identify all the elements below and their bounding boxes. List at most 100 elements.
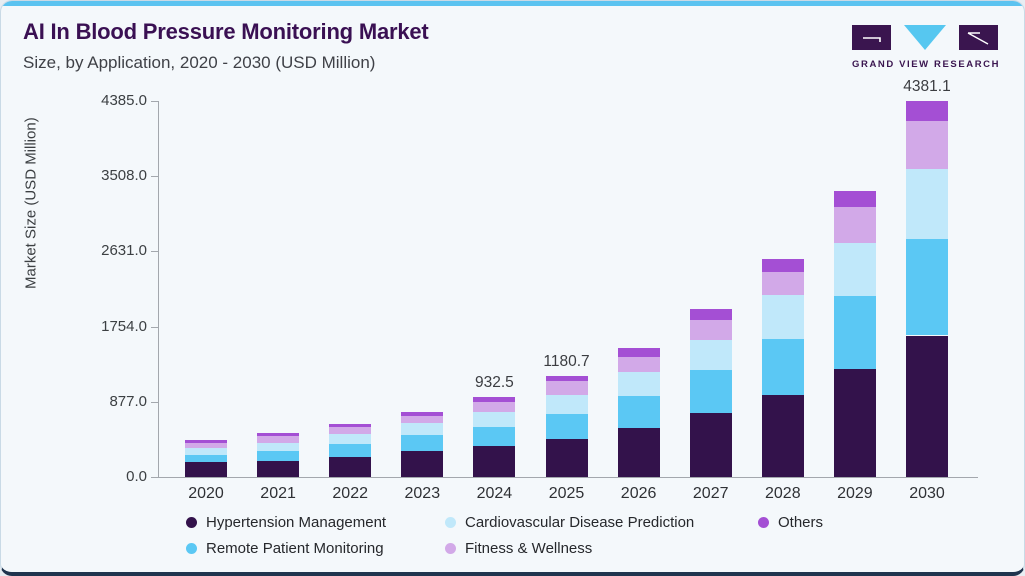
bar-segment-2026-cardiovascular-disease-prediction [617, 372, 660, 397]
bar-segment-2020-cardiovascular-disease-prediction [185, 448, 227, 455]
y-tick-label: 1754.0 [101, 317, 147, 335]
legend-dot-icon [445, 543, 456, 554]
x-tick-label-2028: 2028 [765, 485, 801, 502]
bar-segment-2029-hypertension-management [833, 369, 876, 477]
bar-segment-2021-others [257, 432, 300, 437]
bar-segment-2028-fitness-wellness [761, 271, 804, 296]
bar-segment-2020-fitness-wellness [185, 442, 227, 449]
logo-gvr-glyphs [852, 25, 1000, 51]
bar-segment-2023-fitness-wellness [401, 415, 444, 424]
logo-r-mark [967, 32, 989, 45]
y-tick-label: 0.0 [126, 468, 147, 485]
bar-segment-2026-fitness-wellness [617, 357, 660, 373]
x-tick-label-2025: 2025 [548, 485, 585, 502]
card-top-accent-bar [1, 1, 1024, 6]
x-tick-label-2024: 2024 [476, 485, 513, 502]
x-tick-label-2023: 2023 [404, 485, 441, 502]
legend-dot-icon [445, 517, 456, 528]
legend-item-others: Others [758, 514, 823, 531]
x-tick-label-2026: 2026 [620, 485, 657, 502]
bar-segment-2030-fitness-wellness [906, 120, 948, 169]
bar-segment-2021-remote-patient-monitoring [257, 451, 300, 462]
legend-label: Fitness & Wellness [465, 540, 593, 557]
y-tick-mark [151, 401, 158, 403]
legend-label: Cardiovascular Disease Prediction [465, 514, 695, 531]
y-tick-mark [151, 251, 158, 253]
bar-segment-2021-cardiovascular-disease-prediction [257, 442, 300, 452]
bar-segment-2023-others [401, 412, 444, 416]
bar-segment-2025-remote-patient-monitoring [545, 413, 588, 439]
y-tick-mark [151, 477, 158, 478]
bar-total-label-2024: 932.5 [474, 374, 514, 392]
bar-total-label-2025: 1180.7 [543, 352, 590, 370]
y-tick-label: 3508.0 [101, 167, 147, 185]
bar-segment-2027-remote-patient-monitoring [689, 370, 732, 414]
bar-segment-2028-hypertension-management [761, 395, 804, 477]
bar-total-label-2030: 4381.1 [903, 78, 951, 96]
bar-segment-2027-fitness-wellness [689, 320, 732, 341]
bar-segment-2028-others [761, 258, 804, 272]
x-axis-line [158, 477, 978, 478]
y-tick-mark [151, 176, 158, 178]
bar-segment-2024-remote-patient-monitoring [473, 426, 516, 447]
bar-segment-2026-remote-patient-monitoring [617, 396, 660, 428]
y-tick-mark [151, 326, 158, 328]
bar-segment-2025-cardiovascular-disease-prediction [545, 395, 588, 414]
bar-segment-2030-hypertension-management [906, 335, 948, 477]
bar-segment-2020-hypertension-management [185, 462, 227, 477]
bar-segment-2022-cardiovascular-disease-prediction [329, 434, 372, 445]
x-tick-label-2029: 2029 [837, 485, 873, 502]
bar-segment-2030-cardiovascular-disease-prediction [906, 168, 948, 239]
bar-segment-2022-others [329, 423, 372, 428]
logo-gvr-svg [852, 25, 998, 50]
legend-label: Hypertension Management [206, 514, 387, 531]
bar-segment-2021-fitness-wellness [257, 436, 300, 443]
bar-segment-2030-remote-patient-monitoring [906, 238, 948, 336]
legend-dot-icon [186, 517, 197, 528]
bar-segment-2024-cardiovascular-disease-prediction [473, 411, 516, 427]
y-tick-label: 4385.0 [101, 92, 147, 109]
bar-segment-2029-others [833, 191, 876, 207]
page-subtitle: Size, by Application, 2020 - 2030 (USD M… [23, 53, 376, 72]
legend-label: Remote Patient Monitoring [206, 540, 384, 557]
x-tick-label-2021: 2021 [260, 485, 296, 502]
bar-segment-2029-fitness-wellness [833, 206, 876, 244]
bar-segment-2023-hypertension-management [401, 451, 444, 477]
bar-segment-2028-cardiovascular-disease-prediction [761, 295, 804, 340]
bar-segment-2027-others [689, 308, 732, 321]
bar-segment-2029-remote-patient-monitoring [833, 295, 876, 370]
bar-segment-2021-hypertension-management [257, 461, 300, 477]
bar-segment-2027-cardiovascular-disease-prediction [689, 340, 732, 371]
bar-segment-2025-others [545, 375, 588, 382]
logo-r-block [959, 25, 998, 50]
legend-dot-icon [186, 543, 197, 554]
logo-g-mark [863, 37, 881, 42]
bar-segment-2022-remote-patient-monitoring [329, 444, 372, 458]
legend-label: Others [778, 514, 824, 531]
bar-segment-2027-hypertension-management [689, 413, 732, 477]
y-tick-label: 877.0 [109, 392, 147, 410]
legend-item-fitness-wellness: Fitness & Wellness [445, 540, 592, 557]
bar-segment-2022-hypertension-management [329, 457, 372, 477]
y-tick-mark [151, 101, 158, 102]
bar-segment-2026-others [617, 347, 660, 358]
bar-segment-2023-remote-patient-monitoring [401, 435, 444, 452]
bar-segment-2028-remote-patient-monitoring [761, 339, 804, 396]
bar-segment-2025-hypertension-management [545, 438, 588, 477]
y-axis-line [158, 101, 159, 478]
x-tick-label-2027: 2027 [692, 485, 729, 502]
legend-item-cardiovascular-disease-prediction: Cardiovascular Disease Prediction [445, 514, 694, 531]
x-tick-label-2020: 2020 [188, 485, 224, 502]
bar-segment-2024-others [473, 397, 516, 403]
bar-segment-2025-fitness-wellness [545, 381, 588, 396]
bar-segment-2022-fitness-wellness [329, 427, 372, 435]
x-tick-label-2022: 2022 [332, 485, 368, 502]
legend-item-remote-patient-monitoring: Remote Patient Monitoring [186, 540, 384, 557]
bar-segment-2030-others [906, 101, 948, 121]
grand-view-research-logo: GRAND VIEW RESEARCH [852, 25, 1000, 70]
x-tick-label-2030: 2030 [909, 485, 945, 502]
bar-segment-2020-remote-patient-monitoring [185, 454, 227, 463]
y-tick-label: 2631.0 [101, 242, 147, 260]
